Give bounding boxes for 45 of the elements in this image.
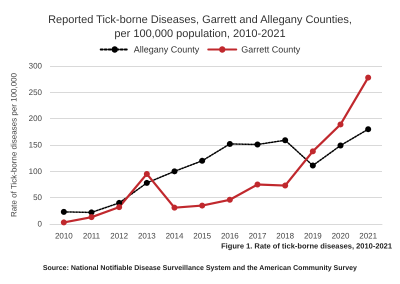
point (338, 142, 344, 149)
point (116, 204, 122, 210)
y-tick-label: 200 (28, 114, 43, 124)
y-tick-label: 100 (28, 166, 43, 176)
point (282, 182, 288, 189)
point (60, 208, 67, 215)
point (172, 168, 178, 174)
point (282, 137, 288, 144)
x-tick-label: 2010 (54, 232, 74, 240)
x-tick-label: 2021 (359, 232, 378, 240)
point (310, 148, 316, 154)
chart-title: Reported Tick-borne Diseases, Garrett and Allegany Counties, per 100,000 population, 2010-2021 (48, 14, 352, 40)
y-tick-label: 250 (28, 88, 43, 97)
x-tick-label: 2016 (220, 232, 240, 240)
point (226, 140, 233, 147)
y-tick-label: 300 (28, 62, 43, 70)
point (254, 141, 260, 148)
x-tick-label: 2015 (193, 232, 212, 240)
point (88, 214, 94, 220)
legend-label: Garrett County (241, 44, 301, 54)
x-tick-label: 2012 (110, 232, 129, 240)
x-tick-label: 2017 (248, 232, 267, 240)
point (338, 121, 344, 128)
point (199, 202, 206, 209)
point (310, 162, 316, 169)
y-tick-label: 150 (28, 140, 43, 150)
y-axis-title: Rate of Tick-borne diseases per 100,000 (9, 72, 18, 218)
y-tick-label: 0 (38, 220, 43, 228)
point (365, 74, 372, 81)
x-tick-label: 2013 (138, 232, 156, 240)
point (144, 170, 150, 177)
x-tick-label: 2011 (82, 232, 101, 240)
x-tick-label: 2020 (332, 232, 350, 240)
legend-label: Allegany County (134, 44, 200, 54)
point (365, 126, 372, 132)
x-tick-label: 2018 (276, 232, 295, 240)
point (199, 158, 206, 164)
point (226, 196, 233, 203)
point (254, 182, 260, 188)
x-tick-label: 2014 (166, 232, 184, 240)
point (144, 180, 150, 186)
point (60, 219, 67, 226)
point (172, 204, 178, 211)
y-tick-label: 50 (33, 193, 43, 202)
x-tick-label: 2019 (304, 232, 322, 240)
